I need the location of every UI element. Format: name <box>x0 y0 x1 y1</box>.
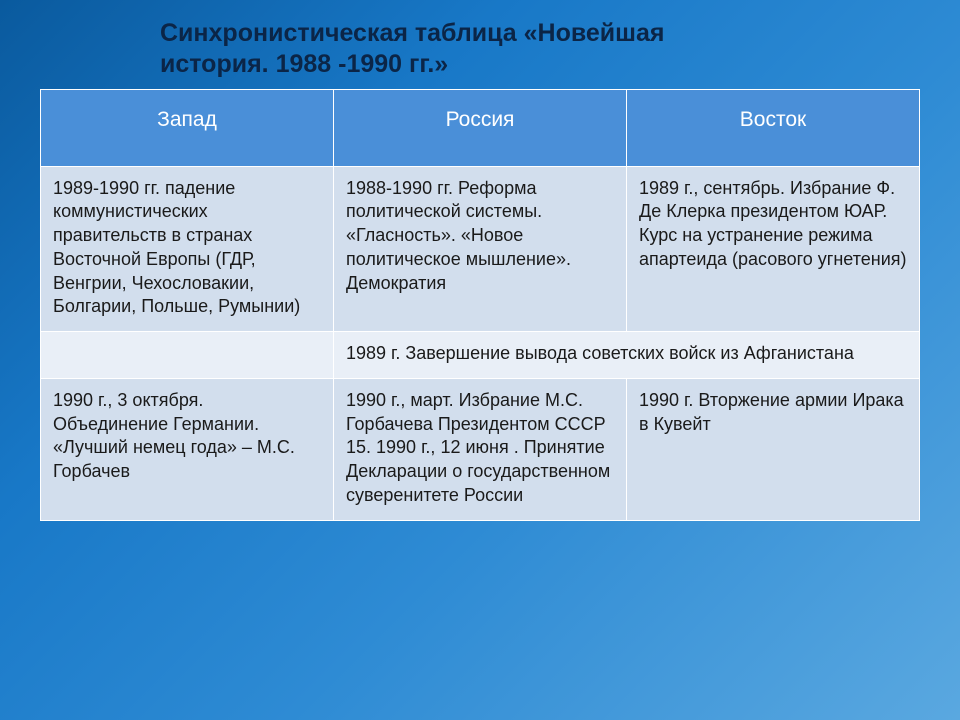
slide-title: Синхронистическая таблица «Новейшая исто… <box>40 18 920 89</box>
col-east: Восток <box>627 89 920 166</box>
cell-west-empty <box>41 332 334 379</box>
table-header-row: Запад Россия Восток <box>41 89 920 166</box>
cell-east: 1990 г. Вторжение армии Ирака в Кувейт <box>627 378 920 520</box>
title-line-1: Синхронистическая таблица «Новейшая <box>160 19 665 47</box>
col-russia: Россия <box>334 89 627 166</box>
table-row: 1990 г., 3 октября. Объединение Германии… <box>41 378 920 520</box>
col-west: Запад <box>41 89 334 166</box>
cell-russia: 1990 г., март. Избрание М.С. Горбачева П… <box>334 378 627 520</box>
cell-east: 1989 г., сентябрь. Избрание Ф. Де Клерка… <box>627 166 920 332</box>
cell-west: 1989-1990 гг. падение коммунистических п… <box>41 166 334 332</box>
history-table: Запад Россия Восток 1989-1990 гг. падени… <box>40 89 920 521</box>
table-row: 1989-1990 гг. падение коммунистических п… <box>41 166 920 332</box>
title-line-2: история. 1988 -1990 гг.» <box>160 50 448 78</box>
table-row: 1989 г. Завершение вывода советских войс… <box>41 332 920 379</box>
cell-russia: 1988-1990 гг. Реформа политической систе… <box>334 166 627 332</box>
cell-west: 1990 г., 3 октября. Объединение Германии… <box>41 378 334 520</box>
slide-container: Синхронистическая таблица «Новейшая исто… <box>0 0 960 551</box>
cell-merged-russia-east: 1989 г. Завершение вывода советских войс… <box>334 332 920 379</box>
